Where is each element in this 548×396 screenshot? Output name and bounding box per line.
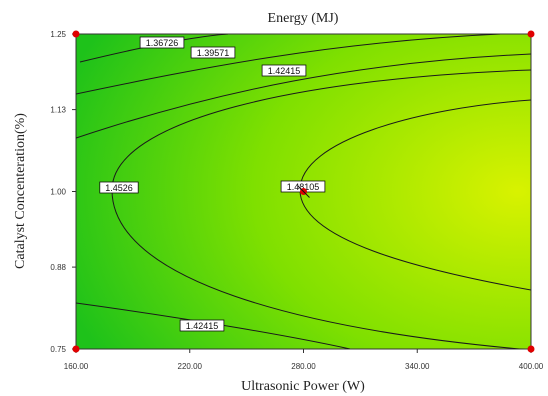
x-axis-label: Ultrasonic Power (W) (241, 379, 365, 394)
x-tick-label: 160.00 (64, 362, 89, 371)
contour-line-6 (76, 302, 351, 349)
contour-label-3: 1.42415 (268, 66, 301, 76)
y-tick-label: 1.25 (50, 30, 66, 39)
contour-label-3-box (261, 64, 307, 77)
contour-label-5: 1.48105 (287, 182, 320, 192)
contour-label-2-box (190, 46, 236, 59)
y-tick-label: 0.75 (50, 345, 66, 354)
center-marker (297, 185, 310, 198)
y-axis-label: Catalyst Concenteration(%) (13, 113, 28, 269)
contour-label-4: 1.4526 (105, 183, 133, 193)
contour-label-1: 1.36726 (146, 38, 179, 48)
contour-label-1-box (139, 36, 185, 49)
y-tick-label: 0.88 (50, 263, 66, 272)
y-tick-label: 1.13 (50, 106, 66, 115)
x-tick-label: 220.00 (178, 362, 203, 371)
contour-label-lower-box (179, 319, 225, 332)
contour-label-2: 1.39571 (197, 48, 230, 58)
y-tick-label: 1.00 (50, 188, 66, 197)
chart-title: Energy (MJ) (268, 11, 339, 26)
x-tick-label: 280.00 (291, 362, 316, 371)
x-tick-label: 340.00 (405, 362, 430, 371)
design-point (527, 345, 535, 353)
contour-labels: 1.36726 1.39571 1.42415 1.4526 1.48105 1.4241… (99, 36, 326, 332)
contour-line-3 (76, 53, 531, 139)
contour-label-lower: 1.42415 (186, 321, 219, 331)
design-point (527, 30, 535, 38)
design-point (72, 345, 80, 353)
contour-label-4-box (99, 181, 139, 194)
contour-line-2 (76, 34, 501, 95)
design-point (72, 30, 80, 38)
design-points (72, 30, 535, 353)
x-tick-label: 400.00 (519, 362, 544, 371)
